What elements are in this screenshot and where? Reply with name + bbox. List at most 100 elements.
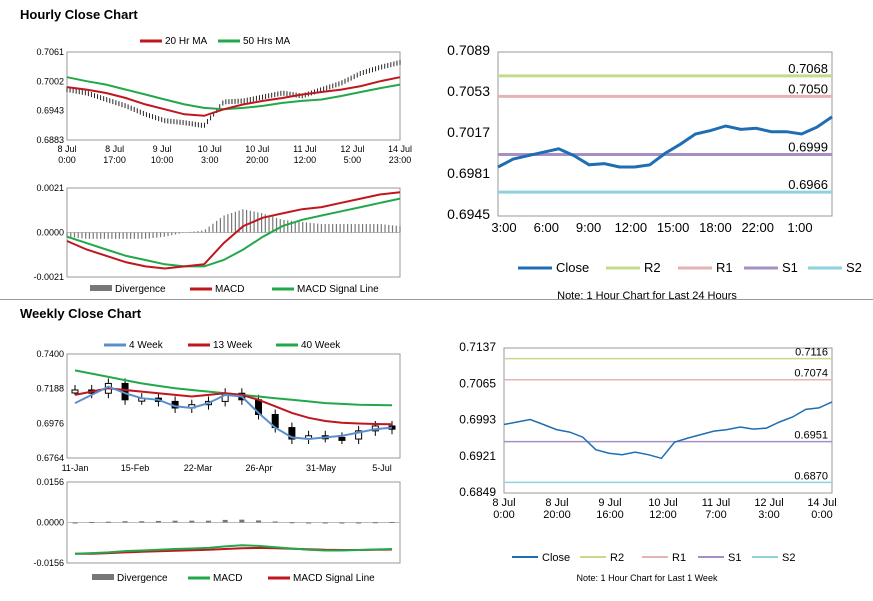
hourly_24h-close-line xyxy=(497,115,833,169)
weekly-macd-line xyxy=(74,544,393,555)
weekly-divergence-bar xyxy=(72,522,78,524)
hourly-price-x-tick: 10:00 xyxy=(151,155,174,165)
hourly_24h-x-tick: 9:00 xyxy=(576,220,601,235)
weekly-macd-y-tick: 0.0156 xyxy=(36,477,64,487)
weekly-price-y-tick: 0.6764 xyxy=(36,453,64,463)
hourly_24h-level-label-r2: 0.7068 xyxy=(788,61,828,76)
hourly-50hr-ma-line xyxy=(66,76,401,111)
hourly-legend-divergence-swatch xyxy=(90,285,112,291)
hourly_24h-x-tick: 22:00 xyxy=(741,220,774,235)
weekly-divergence-bar xyxy=(89,521,95,523)
weekly-divergence-bar xyxy=(389,521,395,523)
weekly_1w-x-tick: 16:00 xyxy=(596,509,624,521)
weekly-divergence-bar xyxy=(289,522,295,524)
weekly-divergence-bar xyxy=(205,520,211,523)
weekly-price-x-tick: 22-Mar xyxy=(184,463,213,473)
hourly-price-x-tick: 14 Jul xyxy=(388,144,412,154)
hourly-price-y-tick: 0.7061 xyxy=(36,47,64,57)
weekly_1w-y-tick: 0.7065 xyxy=(459,376,496,390)
hourly-legend-macd: MACD xyxy=(215,284,244,295)
hourly_24h-y-tick: 0.7053 xyxy=(447,83,490,99)
hourly-price-y-tick: 0.6943 xyxy=(36,106,64,116)
hourly_24h-y-tick: 0.7017 xyxy=(447,124,490,140)
weekly-legend-4week: 4 Week xyxy=(129,340,164,351)
weekly-price-x-tick: 11-Jan xyxy=(62,463,89,473)
hourly-macd-y-tick: -0.0021 xyxy=(33,272,64,282)
weekly-divergence-bar xyxy=(306,522,312,524)
weekly_1w-x-tick: 7:00 xyxy=(705,509,726,521)
weekly_1w-x-tick: 12:00 xyxy=(649,509,677,521)
weekly_1w-x-tick: 0:00 xyxy=(493,509,514,521)
hourly_24h-x-tick: 6:00 xyxy=(534,220,559,235)
hourly-price-x-tick: 9 Jul xyxy=(153,144,172,154)
weekly-macd-y-tick: 0.0000 xyxy=(36,518,64,528)
weekly-legend-13week: 13 Week xyxy=(213,340,253,351)
hourly_24h-frame xyxy=(497,51,833,217)
weekly_1w-level-label-r1: 0.7074 xyxy=(794,368,828,380)
weekly-divergence-bar xyxy=(272,521,278,523)
weekly_1w-y-tick: 0.7137 xyxy=(459,340,496,354)
hourly_24h-x-tick: 3:00 xyxy=(491,220,516,235)
hourly-macd-signal-line xyxy=(66,197,401,268)
hourly-price-x-tick: 12 Jul xyxy=(340,144,364,154)
weekly-candle-body xyxy=(355,430,363,440)
hourly_24h-legend-s2: S2 xyxy=(846,260,862,275)
section-divider xyxy=(0,299,873,300)
weekly_1w-legend-s2: S2 xyxy=(782,552,795,564)
weekly-legend-divergence-swatch xyxy=(92,574,114,580)
hourly-macd-y-tick: 0.0000 xyxy=(36,228,64,238)
hourly-price-frame xyxy=(66,51,401,141)
hourly-price-x-tick: 10 Jul xyxy=(198,144,222,154)
weekly-divergence-bar xyxy=(105,521,111,523)
weekly-divergence-bar xyxy=(322,522,328,524)
hourly-price-x-tick: 12:00 xyxy=(294,155,317,165)
weekly_1w-x-tick: 14 Jul xyxy=(807,497,836,509)
weekly_1w-level-label-s2: 0.6870 xyxy=(794,470,828,482)
hourly-price-x-tick: 23:00 xyxy=(389,155,412,165)
weekly_1w-y-tick: 0.6849 xyxy=(459,485,496,499)
weekly_1w-x-tick: 12 Jul xyxy=(754,497,783,509)
weekly-candle-body xyxy=(288,427,296,440)
hourly-price-x-tick: 5:00 xyxy=(344,155,362,165)
weekly-divergence-bar xyxy=(356,522,362,524)
weekly-divergence-bar xyxy=(256,520,262,523)
hourly_24h-legend-close: Close xyxy=(556,260,589,275)
weekly-13week-line xyxy=(74,387,393,426)
hourly_24h-y-tick: 0.6981 xyxy=(447,165,490,181)
weekly-divergence-bar xyxy=(239,519,245,523)
hourly_24h-x-tick: 1:00 xyxy=(787,220,812,235)
hourly-legend-50hr: 50 Hrs MA xyxy=(243,36,291,47)
hourly-price-x-tick: 0:00 xyxy=(58,155,76,165)
weekly-price-frame xyxy=(66,353,401,459)
hourly_24h-legend-r1: R1 xyxy=(716,260,733,275)
hourly_24h-x-tick: 12:00 xyxy=(615,220,648,235)
hourly_24h-level-label-s1: 0.6999 xyxy=(788,140,828,155)
weekly_1w-y-tick: 0.6921 xyxy=(459,449,496,463)
weekly-price-y-tick: 0.6976 xyxy=(36,418,64,428)
hourly_24h-level-label-s2: 0.6966 xyxy=(788,177,828,192)
weekly-price-x-tick: 31-May xyxy=(306,463,337,473)
hourly_24h-legend-r2: R2 xyxy=(644,260,661,275)
hourly_24h-legend-s1: S1 xyxy=(782,260,798,275)
weekly_1w-close-line xyxy=(503,401,833,460)
weekly-price-y-tick: 0.7400 xyxy=(36,349,64,359)
weekly_1w-level-label-s1: 0.6951 xyxy=(794,430,828,442)
weekly-price-x-tick: 15-Feb xyxy=(121,463,150,473)
weekly-candle-body xyxy=(71,389,79,394)
weekly_1w-legend-close: Close xyxy=(542,552,570,564)
weekly-divergence-bar xyxy=(172,520,178,523)
hourly_24h-note: Note: 1 Hour Chart for Last 24 Hours xyxy=(557,290,737,302)
weekly-4week-line xyxy=(74,385,393,441)
weekly-legend-macd: MACD xyxy=(213,573,242,584)
hourly-price-x-tick: 10 Jul xyxy=(245,144,269,154)
weekly_1w-y-tick: 0.6993 xyxy=(459,413,496,427)
weekly_1w-x-tick: 9 Jul xyxy=(598,497,621,509)
weekly-price-y-tick: 0.7188 xyxy=(36,384,64,394)
weekly_1w-x-tick: 3:00 xyxy=(758,509,779,521)
weekly_1w-x-tick: 0:00 xyxy=(811,509,832,521)
hourly_24h-level-label-r1: 0.7050 xyxy=(788,81,828,96)
hourly-macd-line xyxy=(66,191,401,270)
weekly-divergence-bar xyxy=(222,519,228,523)
weekly-price-x-tick: 26-Apr xyxy=(245,463,272,473)
